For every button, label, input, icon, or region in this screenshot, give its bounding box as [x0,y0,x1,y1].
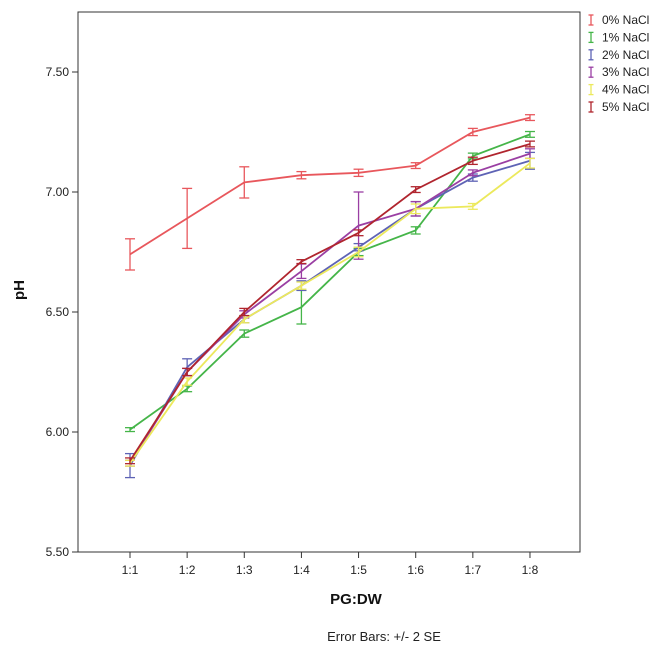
series-line [129,152,531,464]
x-axis: 1:1 1:2 1:3 1:4 1:5 1:6 1:7 1:8 [122,552,539,577]
legend-item: 3% NaCl [588,65,649,79]
series-group [125,114,535,479]
legend-label: 1% NaCl [602,30,649,44]
legend-item: 2% NaCl [588,48,649,62]
x-tick-label: 1:2 [179,563,196,577]
x-axis-title: PG:DW [330,591,383,608]
legend: 0% NaCl 1% NaCl 2% NaCl 3% NaCl 4% NaCl 5% Na… [588,13,649,114]
plot-area [77,11,581,553]
y-tick-label: 7.00 [46,185,70,199]
y-tick-label: 6.00 [46,425,70,439]
series-6 [125,140,535,465]
legend-item: 4% NaCl [588,83,649,97]
y-tick-label: 7.50 [46,65,70,79]
legend-item: 0% NaCl [588,13,649,27]
series-1 [125,114,535,271]
series-line [129,116,531,256]
series-line [129,143,531,462]
error-bar-note: Error Bars: +/- 2 SE [327,629,441,644]
x-tick-label: 1:3 [236,563,253,577]
x-tick-label: 1:7 [464,563,481,577]
legend-label: 4% NaCl [602,83,649,97]
x-tick-label: 1:4 [293,563,310,577]
y-axis: 5.50 6.00 6.50 7.00 7.50 [46,65,78,559]
legend-item: 5% NaCl [588,100,649,114]
y-tick-label: 6.50 [46,305,70,319]
x-tick-label: 1:5 [350,563,367,577]
series-line [129,162,531,464]
series-line [129,133,531,431]
legend-item: 1% NaCl [588,30,649,44]
legend-label: 5% NaCl [602,100,649,114]
y-tick-label: 5.50 [46,545,70,559]
legend-label: 2% NaCl [602,48,649,62]
x-tick-label: 1:8 [522,563,539,577]
plot-frame [77,11,581,553]
y-axis-title: pH [11,280,28,300]
x-tick-label: 1:6 [407,563,424,577]
x-tick-label: 1:1 [122,563,139,577]
series-line [129,159,531,467]
legend-label: 0% NaCl [602,13,649,27]
legend-label: 3% NaCl [602,65,649,79]
